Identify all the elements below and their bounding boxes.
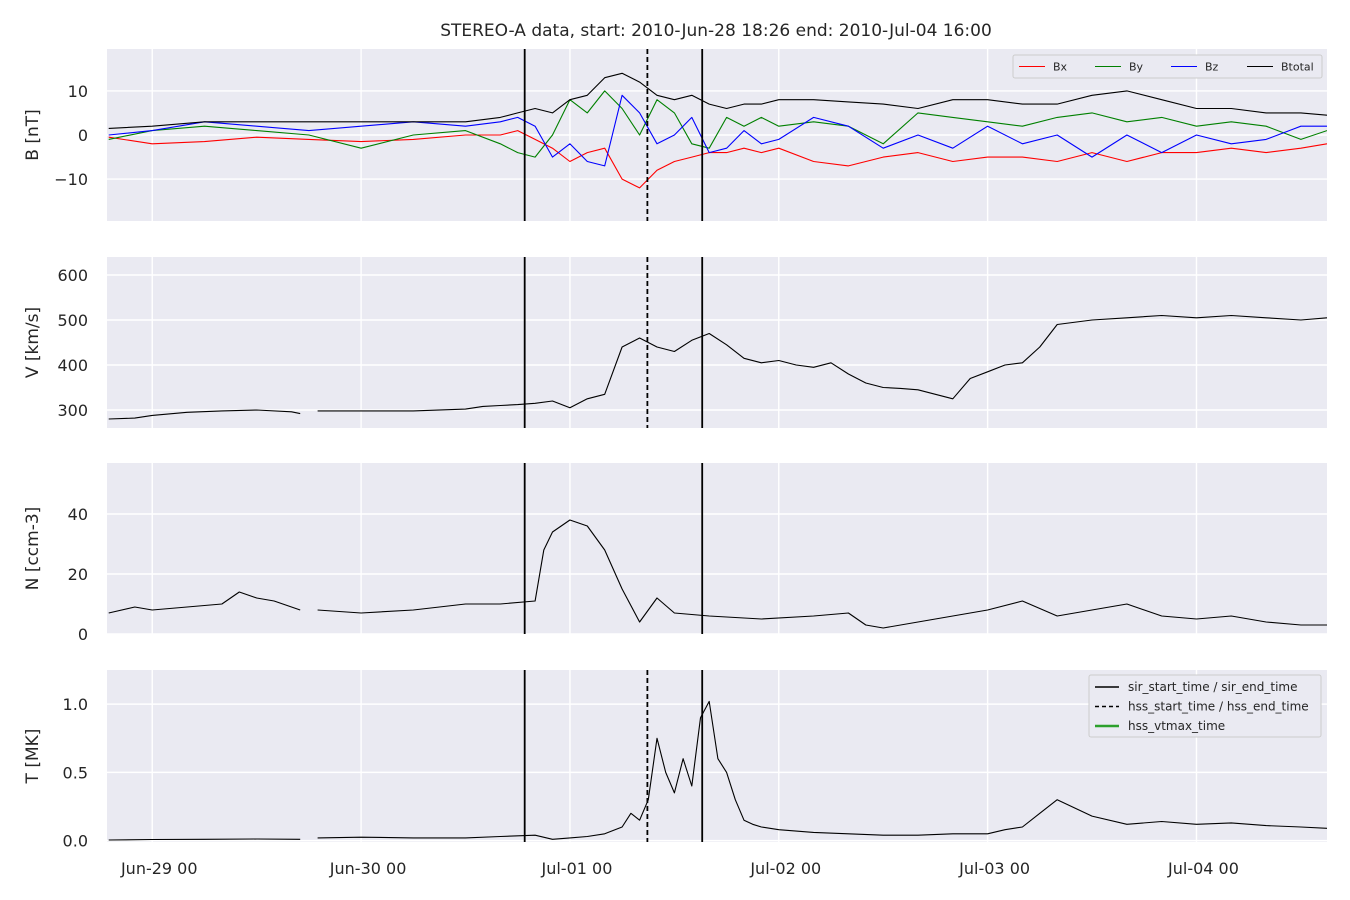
x-tick-label: Jun-30 00 bbox=[329, 859, 407, 878]
series-group bbox=[108, 700, 1327, 841]
legend-box bbox=[1088, 674, 1322, 738]
y-tick-label: 1.0 bbox=[63, 695, 88, 714]
series-line-N bbox=[317, 519, 1327, 629]
legend-label: By bbox=[1129, 61, 1144, 74]
series-line-T bbox=[317, 700, 1327, 840]
series-line-V bbox=[317, 314, 1327, 412]
legend-label: Btotal bbox=[1281, 61, 1314, 74]
y-tick-label: 300 bbox=[57, 401, 88, 420]
legend-label: hss_start_time / hss_end_time bbox=[1128, 700, 1309, 714]
series-line-N bbox=[108, 591, 301, 614]
y-tick-label: 10 bbox=[68, 82, 88, 101]
legend-label: Bx bbox=[1053, 61, 1068, 74]
figure-title: STEREO-A data, start: 2010-Jun-28 18:26 … bbox=[440, 21, 992, 41]
series-line-V bbox=[108, 409, 301, 420]
y-axis-label: T [MK] bbox=[23, 729, 43, 785]
x-tick-label: Jul-03 00 bbox=[958, 859, 1030, 878]
plot-area bbox=[107, 257, 1327, 428]
series-line-T bbox=[108, 838, 301, 841]
legend-box bbox=[1012, 54, 1323, 79]
panel-3: 0 20 40 N [ccm-3] bbox=[23, 463, 1327, 644]
series-line-Btotal bbox=[108, 72, 1327, 129]
series-group bbox=[108, 519, 1327, 629]
legend-label: hss_vtmax_time bbox=[1128, 719, 1225, 733]
y-tick-label: 0.5 bbox=[63, 763, 88, 782]
x-tick-label: Jun-29 00 bbox=[120, 859, 198, 878]
x-tick-label: Jul-01 00 bbox=[540, 859, 612, 878]
series-group bbox=[108, 314, 1327, 420]
series-group bbox=[108, 72, 1327, 189]
y-axis-label: N [ccm-3] bbox=[23, 507, 43, 591]
y-tick-label: −10 bbox=[54, 170, 88, 189]
series-line-By bbox=[108, 90, 1327, 158]
y-tick-label: 600 bbox=[57, 266, 88, 285]
y-tick-label: 0 bbox=[78, 126, 88, 145]
y-tick-label: 400 bbox=[57, 356, 88, 375]
y-tick-label: 40 bbox=[68, 505, 88, 524]
legend-label: sir_start_time / sir_end_time bbox=[1128, 680, 1298, 694]
x-tick-label: Jul-02 00 bbox=[749, 859, 821, 878]
panel-1: −10 0 10 B [nT] Bx By Bz Btotal bbox=[23, 49, 1327, 221]
x-tick-label: Jul-04 00 bbox=[1167, 859, 1239, 878]
y-tick-label: 20 bbox=[68, 565, 88, 584]
y-axis-label: V [km/s] bbox=[23, 307, 43, 378]
panel-2: 300 400 500 600 V [km/s] bbox=[23, 257, 1327, 428]
y-tick-label: 0.0 bbox=[63, 832, 88, 851]
y-axis-label: B [nT] bbox=[23, 109, 43, 161]
series-line-Bz bbox=[108, 94, 1327, 167]
plot-area bbox=[107, 463, 1327, 634]
y-tick-label: 500 bbox=[57, 311, 88, 330]
y-tick-label: 0 bbox=[78, 625, 88, 644]
legend-label: Bz bbox=[1205, 61, 1219, 74]
panel-4: Jun-29 00 Jun-30 00 Jul-01 00 Jul-02 00 Jul-… bbox=[23, 670, 1327, 878]
